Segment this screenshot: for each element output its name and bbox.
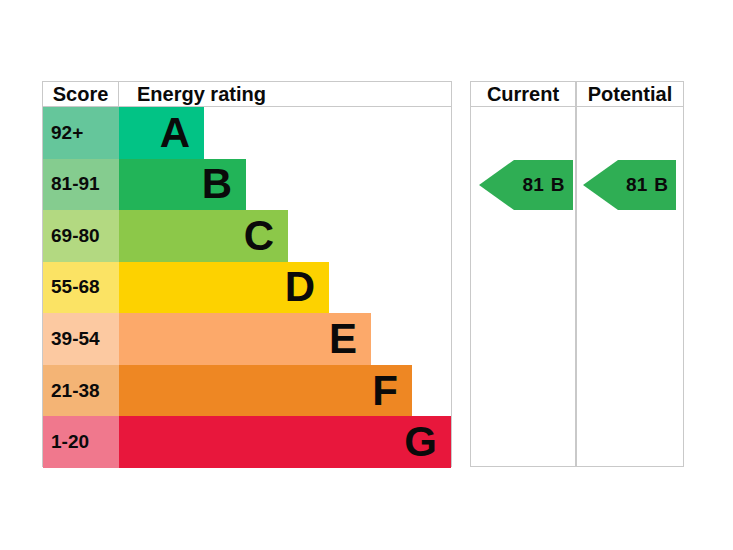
potential-column-header: Potential bbox=[577, 82, 683, 107]
epc-energy-rating-chart: Score Energy rating 92+ A 81-91 B 69-80 … bbox=[0, 0, 733, 550]
potential-rating-column: Potential 81 B bbox=[576, 81, 684, 467]
band-row-d: 55-68 D bbox=[43, 262, 451, 314]
band-bar-b: B bbox=[119, 159, 246, 211]
band-row-a: 92+ A bbox=[43, 107, 451, 159]
band-score-range: 55-68 bbox=[43, 262, 119, 314]
band-bar-f: F bbox=[119, 365, 412, 417]
band-row-c: 69-80 C bbox=[43, 210, 451, 262]
table-header-row: Score Energy rating bbox=[43, 82, 451, 107]
band-bar-a: A bbox=[119, 107, 204, 159]
score-column-header: Score bbox=[43, 82, 119, 106]
current-column-header: Current bbox=[471, 82, 575, 107]
current-rating-column: Current 81 B bbox=[470, 81, 576, 467]
energy-rating-table: Score Energy rating 92+ A 81-91 B 69-80 … bbox=[42, 81, 452, 467]
band-score-range: 81-91 bbox=[43, 159, 119, 211]
potential-rating-letter: B bbox=[654, 174, 668, 196]
current-rating-arrow: 81 B bbox=[479, 160, 573, 210]
potential-rating-arrow: 81 B bbox=[583, 160, 676, 210]
band-bar-e: E bbox=[119, 313, 371, 365]
band-row-f: 21-38 F bbox=[43, 365, 451, 417]
current-rating-value: 81 bbox=[523, 174, 544, 196]
band-score-range: 21-38 bbox=[43, 365, 119, 417]
band-bar-c: C bbox=[119, 210, 288, 262]
energy-rating-column-header: Energy rating bbox=[119, 82, 451, 106]
band-score-range: 39-54 bbox=[43, 313, 119, 365]
band-bar-d: D bbox=[119, 262, 329, 314]
band-score-range: 1-20 bbox=[43, 416, 119, 468]
current-rating-letter: B bbox=[551, 174, 565, 196]
band-row-g: 1-20 G bbox=[43, 416, 451, 468]
potential-rating-value: 81 bbox=[626, 174, 647, 196]
band-row-e: 39-54 E bbox=[43, 313, 451, 365]
band-row-b: 81-91 B bbox=[43, 159, 451, 211]
band-bar-g: G bbox=[119, 416, 451, 468]
band-score-range: 92+ bbox=[43, 107, 119, 159]
band-score-range: 69-80 bbox=[43, 210, 119, 262]
